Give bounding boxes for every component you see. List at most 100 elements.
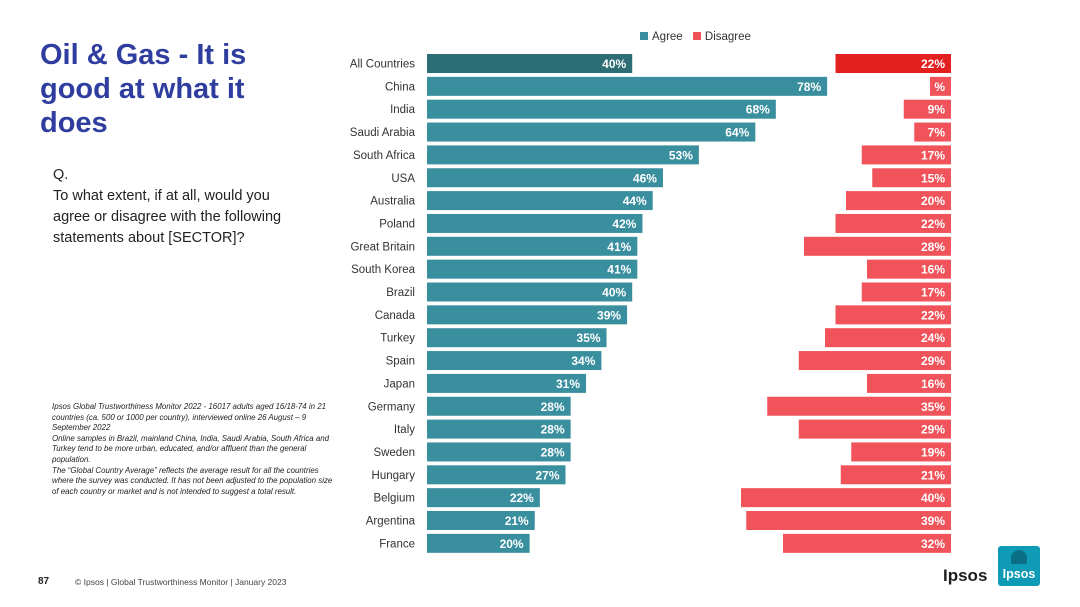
category-label: Sweden — [373, 447, 415, 459]
agree-bar — [427, 533, 530, 553]
category-label: China — [385, 81, 416, 93]
disagree-value-label: 16% — [921, 263, 945, 277]
agree-bar — [427, 282, 633, 302]
question-text: To what extent, if at all, would you agr… — [53, 188, 282, 246]
category-label: Japan — [384, 378, 415, 390]
footnote-line: The “Global Country Average” reflects th… — [52, 465, 333, 496]
disagree-value-label: 15% — [921, 171, 945, 185]
agree-bar — [427, 511, 535, 530]
chart-legend: Agree Disagree — [640, 31, 758, 43]
disagree-value-label: 17% — [921, 148, 945, 162]
disagree-value-label: 22% — [921, 57, 945, 71]
agree-value-label: 27% — [535, 468, 559, 482]
disagree-value-label: 22% — [921, 217, 945, 231]
category-label: Great Britain — [350, 241, 415, 253]
agree-value-label: 64% — [725, 126, 749, 140]
agree-value-label: 41% — [607, 240, 631, 254]
disagree-value-label: 20% — [921, 194, 945, 208]
disagree-bar — [835, 305, 951, 325]
disagree-bar — [872, 168, 951, 188]
agree-bar — [427, 351, 602, 371]
disagree-bar — [798, 419, 951, 439]
agree-value-label: 53% — [669, 148, 693, 162]
footnote-line: Online samples in Brazil, mainland China… — [52, 433, 330, 464]
disagree-bar — [835, 213, 951, 233]
disagree-value-label: 29% — [921, 423, 945, 437]
agree-bar — [427, 145, 699, 165]
disagree-value-label: 19% — [921, 445, 945, 459]
disagree-value-label: 21% — [921, 468, 945, 482]
disagree-value-label: % — [934, 80, 945, 94]
agree-value-label: 34% — [571, 354, 595, 368]
page-title: Oil & Gas - It is good at what it does — [40, 39, 247, 139]
category-label: Hungary — [372, 470, 416, 482]
category-label: Turkey — [380, 333, 415, 345]
agree-value-label: 22% — [510, 491, 534, 505]
agree-value-label: 28% — [541, 400, 565, 414]
agree-bar — [427, 373, 587, 393]
brand-wordmark: Ipsos — [943, 566, 988, 585]
agree-bar — [427, 191, 653, 211]
category-label: Australia — [370, 196, 415, 208]
disagree-bar — [798, 351, 951, 371]
category-label: Italy — [394, 424, 415, 436]
agree-bar — [427, 442, 571, 462]
disagree-value-label: 17% — [921, 286, 945, 300]
disagree-value-label: 7% — [928, 126, 946, 140]
disagree-value-label: 32% — [921, 537, 945, 551]
legend-label-agree: Agree — [652, 31, 683, 43]
disagree-bar — [867, 373, 951, 393]
legend-label-disagree: Disagree — [704, 31, 751, 43]
category-label: South Africa — [353, 150, 416, 162]
category-label: Argentina — [366, 516, 416, 528]
disagree-bar — [851, 442, 951, 462]
question-block: Q. To what extent, if at all, would you … — [53, 165, 283, 249]
disagree-bar — [835, 54, 951, 73]
agree-value-label: 31% — [556, 377, 580, 391]
agree-bar — [427, 488, 540, 508]
category-label: USA — [391, 173, 415, 185]
agree-value-label: 46% — [633, 171, 657, 185]
agree-value-label: 28% — [541, 445, 565, 459]
disagree-bar — [746, 511, 951, 530]
agree-bar — [427, 122, 756, 142]
disagree-bar — [783, 533, 951, 553]
disagree-value-label: 28% — [921, 240, 945, 254]
disagree-bar — [861, 282, 951, 302]
agree-bar — [427, 419, 571, 439]
legend-item-disagree: Disagree — [692, 31, 751, 43]
agree-bar — [427, 76, 828, 96]
disagree-bar — [804, 236, 951, 256]
category-label: South Korea — [351, 264, 416, 276]
agree-value-label: 42% — [612, 217, 636, 231]
agree-bar — [427, 396, 571, 416]
agree-bar — [427, 236, 638, 256]
footnote-line: Ipsos Global Trustworthiness Monitor 202… — [52, 402, 326, 433]
agree-value-label: 68% — [746, 103, 770, 117]
category-label: India — [390, 104, 416, 116]
disagree-value-label: 9% — [928, 103, 946, 117]
agree-bar — [427, 54, 633, 73]
page-number: 87 — [38, 576, 50, 587]
disagree-bar — [846, 191, 951, 211]
disagree-bar — [825, 328, 951, 348]
agree-bar — [427, 168, 663, 188]
disagree-value-label: 39% — [921, 514, 945, 528]
disagree-bar — [861, 145, 951, 165]
agree-value-label: 40% — [602, 286, 626, 300]
agree-bar — [427, 99, 776, 119]
category-label: Belgium — [373, 493, 415, 505]
agree-bar — [427, 305, 628, 325]
agree-value-label: 35% — [577, 331, 601, 345]
footer-copyright: © Ipsos | Global Trustworthiness Monitor… — [75, 577, 287, 587]
category-label: Spain — [386, 356, 415, 368]
agree-bar — [427, 259, 638, 279]
disagree-bar — [867, 259, 951, 279]
category-label: Germany — [368, 401, 416, 413]
disagree-bar — [840, 465, 951, 485]
legend-swatch-disagree — [692, 32, 701, 40]
category-label: Saudi Arabia — [350, 127, 416, 139]
category-label: France — [379, 538, 415, 550]
disagree-value-label: 22% — [921, 308, 945, 322]
disagree-value-label: 35% — [921, 400, 945, 414]
